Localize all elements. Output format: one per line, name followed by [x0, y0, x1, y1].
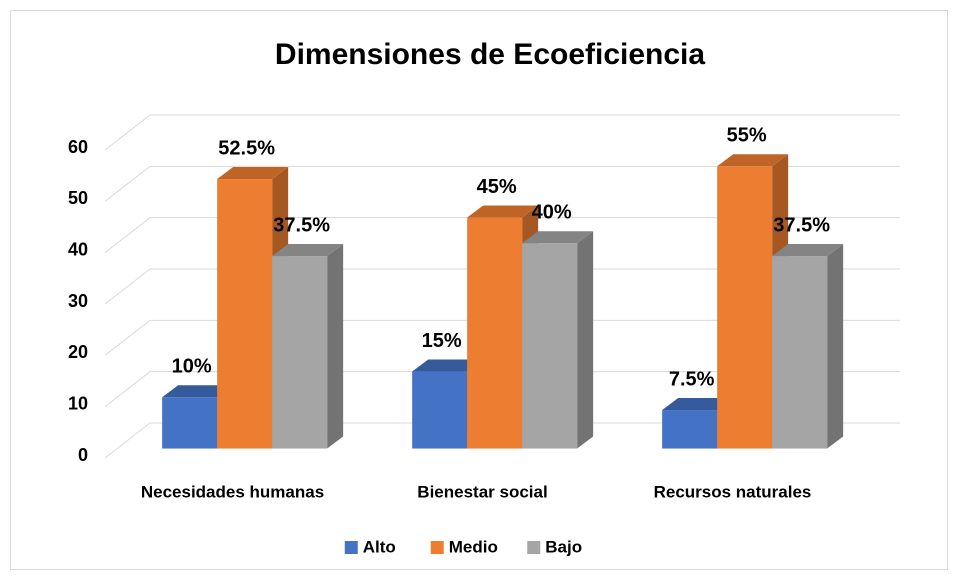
- data-label: 15%: [422, 330, 462, 352]
- bar-top: [162, 385, 234, 398]
- bar-front: [772, 256, 828, 449]
- y-tick-label: 20: [68, 342, 88, 362]
- bar-top: [662, 398, 734, 411]
- bar-top: [272, 244, 344, 257]
- grid-line: [104, 165, 900, 202]
- bar-front: [272, 256, 328, 449]
- data-label: 37.5%: [773, 214, 830, 236]
- data-label: 37.5%: [273, 214, 330, 236]
- bar: [522, 231, 594, 449]
- bar-front: [162, 397, 218, 449]
- grid-line: [104, 371, 900, 408]
- bar-front: [217, 179, 273, 449]
- data-label: 55%: [727, 124, 767, 146]
- grid-line: [104, 217, 900, 254]
- legend-label: Medio: [449, 537, 498, 556]
- bar-front: [467, 217, 523, 449]
- bar-side: [827, 244, 844, 449]
- grid-line: [104, 422, 900, 459]
- bar-side: [327, 244, 344, 449]
- bar-top: [467, 205, 539, 218]
- chart-title: Dimensiones de Ecoeficiencia: [275, 38, 705, 71]
- legend-swatch: [430, 541, 444, 554]
- grid-line: [104, 268, 900, 305]
- grid-line: [104, 319, 900, 356]
- x-tick-label: Bienestar social: [417, 482, 547, 501]
- legend-label: Alto: [363, 537, 396, 556]
- data-label: 52.5%: [218, 137, 275, 159]
- data-label: 40%: [532, 201, 572, 223]
- legend-swatch: [344, 541, 358, 554]
- y-tick-label: 0: [78, 445, 88, 465]
- x-tick-label: Necesidades humanas: [141, 482, 324, 501]
- y-tick-label: 60: [68, 137, 88, 157]
- x-tick-label: Recursos naturales: [654, 482, 812, 501]
- y-tick-label: 30: [68, 291, 88, 311]
- y-tick-label: 10: [68, 393, 88, 413]
- y-tick-label: 50: [68, 188, 88, 208]
- bar-front: [412, 371, 468, 449]
- bar-top: [412, 359, 484, 372]
- bar-front: [522, 243, 578, 449]
- bar-top: [522, 231, 594, 244]
- bar: [772, 244, 844, 449]
- bar-side: [577, 231, 594, 449]
- legend-swatch: [527, 541, 541, 554]
- bar-front: [662, 410, 718, 449]
- data-label: 45%: [477, 176, 517, 198]
- data-label: 7.5%: [669, 368, 715, 390]
- data-label: 10%: [172, 355, 212, 377]
- bar-top: [717, 154, 789, 167]
- bar-front: [717, 166, 773, 449]
- y-tick-label: 40: [68, 239, 88, 259]
- bar-top: [772, 244, 844, 257]
- bar: [272, 244, 344, 449]
- legend-label: Bajo: [545, 537, 582, 556]
- bar-top: [217, 167, 289, 180]
- grid-line: [104, 114, 900, 151]
